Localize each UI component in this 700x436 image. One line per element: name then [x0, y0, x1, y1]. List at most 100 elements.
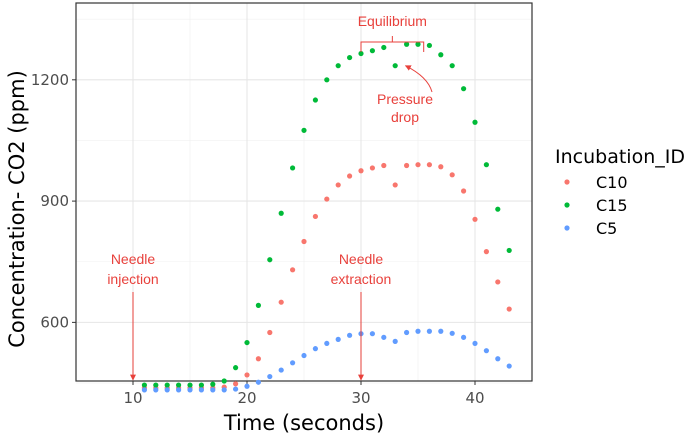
- data-point-c5: [301, 352, 307, 359]
- data-point-c10: [301, 238, 307, 245]
- data-point-c5: [164, 387, 170, 393]
- x-tick-label: 10: [123, 389, 142, 407]
- data-point-c5: [278, 367, 284, 373]
- y-tick-label: 900: [40, 192, 69, 210]
- data-point-c15: [461, 86, 467, 92]
- data-point-c10: [267, 329, 273, 336]
- data-point-c5: [233, 386, 239, 392]
- data-point-c15: [255, 302, 261, 308]
- data-point-c5: [461, 334, 467, 340]
- data-point-c10: [278, 299, 284, 305]
- data-point-c15: [483, 162, 489, 168]
- data-point-c5: [176, 387, 182, 393]
- data-point-c10: [347, 173, 353, 179]
- pressure-drop-label-line1: Pressure: [377, 91, 433, 107]
- data-point-c15: [278, 210, 284, 216]
- legend-key-c10: [564, 179, 570, 185]
- data-point-c5: [506, 363, 512, 369]
- equilibrium-bracket: [360, 36, 425, 52]
- x-tick-label: 20: [237, 389, 256, 407]
- legend-key-c15: [564, 202, 570, 208]
- data-point-c15: [335, 63, 341, 69]
- data-point-c15: [426, 42, 432, 49]
- data-points: [141, 41, 512, 393]
- data-point-c10: [244, 372, 250, 378]
- data-point-c5: [369, 331, 375, 337]
- data-point-c10: [335, 182, 341, 188]
- data-point-c5: [187, 387, 193, 393]
- data-point-c5: [449, 330, 455, 336]
- y-axis-title: Concentration- CO2 (ppm): [5, 70, 29, 348]
- data-point-c15: [233, 365, 239, 371]
- data-point-c10: [255, 356, 261, 362]
- data-point-c5: [198, 387, 204, 393]
- data-point-c5: [210, 387, 216, 393]
- data-point-c5: [267, 373, 273, 380]
- data-point-c10: [358, 168, 364, 174]
- data-point-c15: [358, 50, 364, 57]
- legend-label-c10: C10: [596, 173, 628, 192]
- data-point-c15: [221, 378, 227, 384]
- data-point-c10: [506, 306, 512, 312]
- data-point-c10: [426, 162, 432, 168]
- data-point-c5: [324, 340, 330, 347]
- data-point-c5: [415, 328, 421, 334]
- y-tick-label: 600: [40, 313, 69, 331]
- data-point-c15: [381, 44, 387, 51]
- legend-key-c5: [564, 225, 570, 231]
- data-point-c5: [472, 340, 478, 347]
- x-tick-label: 40: [465, 389, 484, 407]
- data-point-c15: [290, 165, 296, 171]
- data-point-c15: [176, 382, 182, 388]
- needle-injection-label-line2: injection: [107, 271, 158, 287]
- data-point-c15: [324, 77, 330, 83]
- data-point-c5: [404, 329, 410, 336]
- pressure-drop-label-line2: drop: [391, 109, 419, 125]
- data-point-c5: [483, 348, 489, 354]
- y-tick-label: 1200: [31, 71, 69, 89]
- data-point-c10: [392, 182, 398, 188]
- data-point-c10: [438, 164, 444, 170]
- legend-label-c5: C5: [596, 219, 617, 238]
- needle-injection-label-line1: Needle: [111, 251, 156, 267]
- axis-ticks: 10 20 30 40 600 900 1200: [31, 71, 485, 407]
- data-point-c15: [369, 48, 375, 54]
- data-point-c15: [198, 382, 204, 388]
- x-tick-label: 30: [351, 389, 370, 407]
- data-point-c5: [221, 387, 227, 393]
- data-point-c5: [312, 346, 318, 352]
- data-point-c15: [210, 381, 216, 387]
- pressure-drop-arrow: [404, 65, 433, 93]
- data-point-c5: [141, 387, 147, 393]
- legend-label-c15: C15: [596, 196, 628, 215]
- data-point-c15: [438, 52, 444, 58]
- needle-extraction-label-line2: extraction: [331, 271, 392, 287]
- data-point-c15: [312, 97, 318, 103]
- data-point-c10: [312, 213, 318, 220]
- data-point-c5: [335, 336, 341, 342]
- data-point-c5: [347, 332, 353, 338]
- annotations: Equilibrium Pressure drop Needle injection Ne…: [107, 13, 433, 381]
- data-point-c10: [381, 162, 387, 169]
- data-point-c15: [392, 63, 398, 69]
- data-point-c15: [449, 63, 455, 69]
- data-point-c5: [495, 356, 501, 362]
- equilibrium-label: Equilibrium: [358, 13, 427, 29]
- series-c15: [141, 41, 512, 388]
- data-point-c5: [244, 383, 250, 389]
- data-point-c10: [233, 381, 239, 387]
- data-point-c5: [392, 338, 398, 344]
- data-point-c5: [255, 379, 261, 385]
- data-point-c15: [267, 257, 273, 263]
- data-point-c5: [438, 328, 444, 334]
- data-point-c10: [461, 188, 467, 194]
- data-point-c15: [347, 54, 353, 61]
- legend-title: Incubation_ID: [555, 146, 685, 168]
- legend: Incubation_ID C10 C15 C5: [555, 146, 685, 238]
- data-point-c15: [472, 119, 478, 125]
- data-point-c15: [415, 41, 421, 47]
- data-point-c15: [404, 41, 410, 47]
- data-point-c15: [495, 206, 501, 212]
